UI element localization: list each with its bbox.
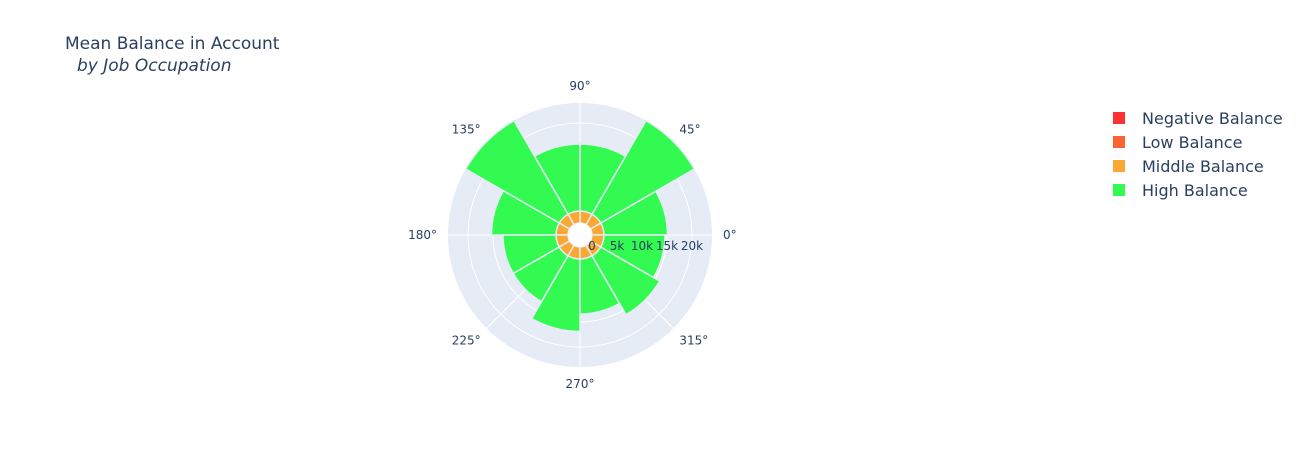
legend-swatch	[1113, 160, 1125, 172]
radial-tick-label: 10k	[631, 239, 653, 253]
axis-labels: 0 5k 10k 15k 20k 0° 45° 90° 135° 180° 225° 270° 315°	[408, 79, 737, 391]
angular-tick-label: 270°	[566, 377, 595, 391]
legend-label: Negative Balance	[1142, 108, 1283, 128]
legend-swatch	[1113, 184, 1125, 196]
legend-item-high[interactable]: High Balance	[1113, 178, 1283, 202]
legend-label: High Balance	[1142, 180, 1248, 200]
legend-label: Low Balance	[1142, 132, 1243, 152]
legend-item-negative[interactable]: Negative Balance	[1113, 106, 1283, 130]
legend: Negative Balance Low Balance Middle Bala…	[1113, 106, 1283, 202]
angular-tick-label: 315°	[679, 333, 708, 347]
legend-swatch	[1113, 136, 1125, 148]
angular-tick-label: 135°	[452, 123, 481, 137]
bar-high-balance[interactable]	[590, 119, 696, 225]
bar-high-balance[interactable]	[530, 254, 581, 333]
radial-tick-label: 5k	[610, 239, 625, 253]
bar-high-balance[interactable]	[490, 189, 561, 236]
radial-tick-label: 0	[588, 239, 596, 253]
radial-tick-label: 20k	[681, 239, 703, 253]
bar-high-balance[interactable]	[590, 245, 661, 316]
angular-tick-label: 0°	[723, 228, 737, 242]
bar-high-balance[interactable]	[599, 234, 666, 279]
legend-item-middle[interactable]: Middle Balance	[1113, 154, 1283, 178]
chart-title: Mean Balance in Account	[65, 34, 280, 54]
legend-item-low[interactable]: Low Balance	[1113, 130, 1283, 154]
bar-high-balance[interactable]	[464, 119, 570, 225]
angular-tick-label: 90°	[569, 79, 590, 93]
chart-subtitle: by Job Occupation	[77, 56, 232, 76]
angular-tick-label: 225°	[452, 333, 481, 347]
bars-layer	[464, 119, 696, 333]
polar-hole	[568, 223, 592, 247]
legend-swatch	[1113, 112, 1125, 124]
legend-label: Middle Balance	[1142, 156, 1264, 176]
angular-tick-label: 180°	[408, 228, 437, 242]
angular-tick-label: 45°	[679, 123, 700, 137]
radial-tick-label: 15k	[656, 239, 678, 253]
